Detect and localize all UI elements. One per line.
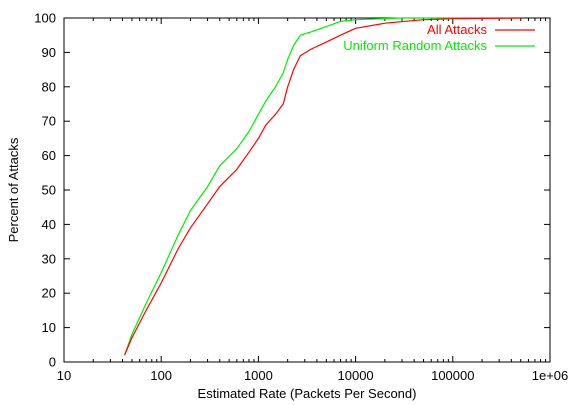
y-tick-label: 100	[34, 11, 56, 26]
x-tick-label: 10000	[338, 368, 374, 383]
y-tick-label: 20	[42, 286, 56, 301]
legend-label: Uniform Random Attacks	[343, 38, 487, 53]
y-tick-label: 10	[42, 320, 56, 335]
x-tick-label: 100	[150, 368, 172, 383]
y-tick-label: 80	[42, 79, 56, 94]
x-tick-label: 100000	[431, 368, 474, 383]
plot-frame	[63, 17, 551, 363]
legend-label: All Attacks	[427, 22, 487, 37]
y-tick-label: 0	[49, 355, 56, 370]
y-tick-label: 60	[42, 148, 56, 163]
y-tick-label: 30	[42, 251, 56, 266]
y-tick-label: 90	[42, 45, 56, 60]
x-tick-label: 10	[57, 368, 71, 383]
y-tick-label: 70	[42, 114, 56, 129]
y-axis-title: Percent of Attacks	[6, 137, 21, 242]
series-line-uniform-random-attacks	[124, 17, 521, 356]
x-axis-title: Estimated Rate (Packets Per Second)	[198, 386, 417, 401]
plot-series	[124, 17, 521, 356]
y-tick-label: 40	[42, 217, 56, 232]
x-tick-label: 1e+06	[532, 368, 569, 383]
y-tick-label: 50	[42, 183, 56, 198]
series-line-all-attacks	[124, 17, 521, 356]
plot-axes: 10 100 1000 10000 100000 1e+06010203040506070…	[34, 11, 568, 384]
x-tick-label: 1000	[244, 368, 273, 383]
